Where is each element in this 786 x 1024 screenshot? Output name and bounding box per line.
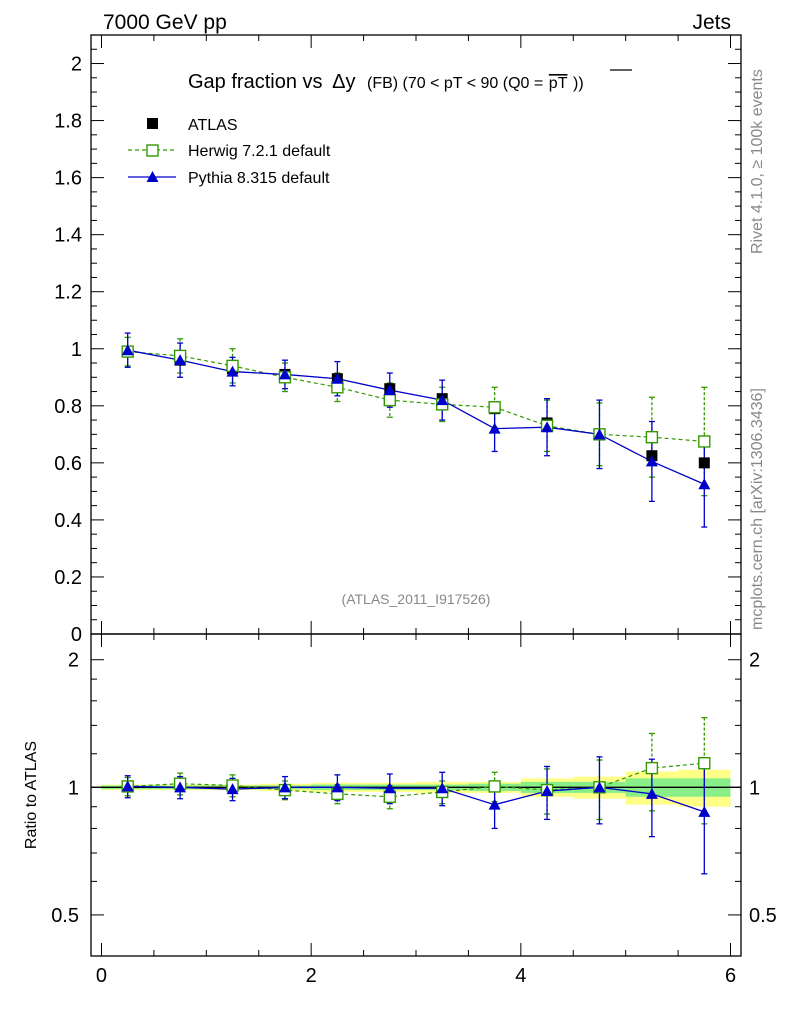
analysis-id-label: (ATLAS_2011_I917526): [342, 591, 491, 607]
chart-title: Gap fraction vs Δy (FB) (70 < pT < 90 (Q…: [188, 71, 584, 93]
ratio-y-tick-label: 2: [68, 650, 79, 672]
main-y-tick-label: 1.6: [54, 168, 82, 190]
ratio-x-tick-label: 2: [306, 965, 317, 987]
pythia-point: [226, 365, 239, 377]
pythia-point: [593, 428, 606, 440]
main-y-tick-label: 0.6: [54, 453, 82, 475]
ratio-pythia-point: [698, 805, 711, 817]
legend: ATLAS Herwig 7.2.1 default Pythia 8.315 …: [128, 117, 331, 187]
main-y-tick-label: 0.4: [54, 510, 82, 532]
pythia-point: [174, 354, 187, 366]
ratio-pythia-point: [383, 782, 396, 794]
main-y-tick-label: 1: [71, 339, 82, 361]
main-axes: 0 0.2 0.4 0.6 0.8 1 1.2 1.4 1.6 1.8 2: [54, 35, 741, 646]
ratio-data-layer: [121, 717, 711, 875]
main-y-tick-label: 1.4: [54, 225, 82, 247]
ratio-y-tick-label: 1: [68, 777, 79, 799]
pythia-point: [541, 421, 554, 433]
ratio-axes: 0 2 4 6 0.5 0.5 1 1 2 2: [51, 634, 777, 987]
atlas-point: [698, 457, 710, 469]
legend-pythia-label: Pythia 8.315 default: [188, 170, 330, 187]
pythia-point: [331, 372, 344, 384]
process-label: Jets: [692, 11, 731, 34]
pythia-point: [488, 422, 501, 434]
ratio-x-tick-label: 4: [515, 965, 526, 987]
ratio-pythia-point: [436, 782, 449, 794]
main-panel: 0 0.2 0.4 0.6 0.8 1 1.2 1.4 1.6 1.8 2: [54, 34, 742, 646]
ratio-x-tick-label: 0: [96, 965, 107, 987]
mcplots-label: mcplots.cern.ch [arXiv:1306.3436]: [749, 388, 766, 630]
ratio-herwig-point: [645, 761, 659, 775]
ratio-frame: [90, 633, 742, 957]
ratio-y-axis-label: Ratio to ATLAS: [23, 741, 40, 849]
legend-atlas-marker: [147, 118, 158, 129]
main-data-layer: [121, 332, 711, 528]
legend-atlas-label: ATLAS: [188, 117, 238, 134]
pythia-point: [645, 455, 658, 467]
pythia-point: [383, 384, 396, 396]
main-y-tick-label: 0.8: [54, 396, 82, 418]
ratio-pythia-point: [331, 781, 344, 793]
legend-herwig-label: Herwig 7.2.1 default: [188, 143, 331, 160]
main-y-tick-label: 2: [71, 54, 82, 76]
ratio-y-tick-label: 0.5: [51, 905, 79, 927]
ratio-panel: 0 2 4 6 0.5 0.5 1 1 2 2: [51, 633, 777, 987]
main-y-tick-label: 1.8: [54, 111, 82, 133]
legend-herwig-marker: [146, 144, 159, 157]
ratio-pythia-point: [174, 781, 187, 793]
main-y-tick-label: 0.2: [54, 567, 82, 589]
ratio-pythia-point: [278, 781, 291, 793]
ratio-x-tick-label: 6: [725, 965, 736, 987]
ratio-y-tick-label-right: 1: [749, 777, 760, 799]
ratio-pythia-point: [593, 781, 606, 793]
ratio-herwig-point: [488, 780, 501, 793]
pythia-point: [698, 478, 711, 490]
ratio-pythia-point: [488, 798, 501, 810]
ratio-y-tick-label-right: 0.5: [749, 905, 777, 927]
main-y-tick-label: 0: [71, 624, 82, 646]
main-y-tick-label: 1.2: [54, 282, 82, 304]
ratio-y-tick-label-right: 2: [749, 650, 760, 672]
ratio-pythia-point: [541, 785, 554, 797]
ratio-pythia-point: [645, 787, 658, 799]
pythia-point: [121, 344, 134, 356]
pythia-point: [436, 394, 449, 406]
pythia-series-line: [127, 349, 705, 485]
energy-label: 7000 GeV pp: [103, 11, 227, 34]
herwig-point: [645, 430, 659, 444]
herwig-series-line: [127, 351, 705, 443]
pythia-point: [278, 368, 291, 380]
ratio-herwig-line: [127, 762, 705, 798]
rivet-version-label: Rivet 4.1.0, ≥ 100k events: [749, 69, 766, 254]
ratio-pythia-line: [127, 785, 705, 813]
herwig-point: [698, 435, 711, 448]
herwig-point: [383, 393, 396, 407]
legend-pythia-marker: [146, 171, 159, 182]
herwig-point: [488, 401, 501, 414]
ratio-pythia-point: [226, 783, 239, 795]
ratio-pythia-point: [121, 780, 134, 792]
ratio-herwig-point: [698, 757, 711, 770]
